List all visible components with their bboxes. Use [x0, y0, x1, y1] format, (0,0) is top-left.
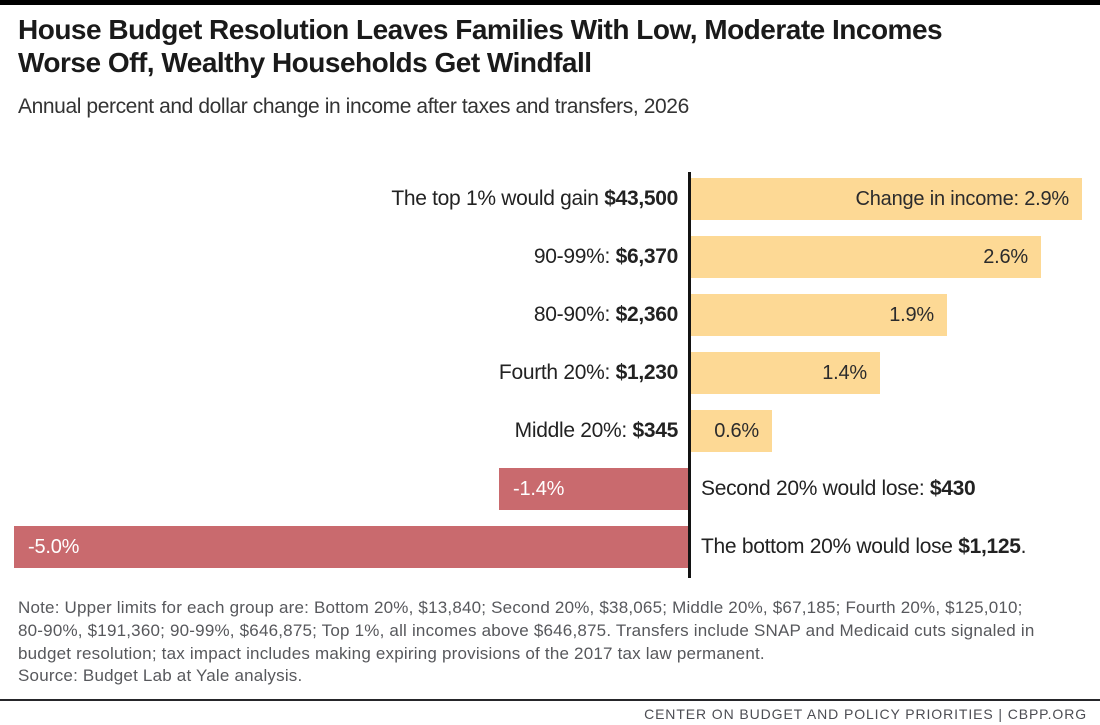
category-label-suffix: . — [1020, 535, 1027, 558]
note-text: Note: Upper limits for each group are: B… — [18, 596, 1093, 665]
note-text-line-3: budget resolution; tax impact includes m… — [18, 644, 765, 663]
chart-row-80-90pct: 1.9% 80-90%: $2,360 — [0, 294, 1100, 336]
category-label-text: The top 1% would gain — [391, 187, 605, 210]
chart-row-bottom-20pct: -5.0% The bottom 20% would lose $1,125. — [0, 526, 1100, 568]
bar-value-label-top-1pct: Change in income: 2.9% — [855, 188, 1069, 210]
chart-title-line-2: Worse Off, Wealthy Households Get Windfa… — [18, 47, 592, 78]
category-label-text: Second 20% would lose: — [701, 477, 930, 500]
note-text-line-2: 80-90%, $191,360; 90-99%, $646,875; Top … — [18, 621, 1035, 640]
bar-value-label-middle-20pct: 0.6% — [714, 420, 759, 442]
category-label-text: 90-99%: — [533, 245, 616, 268]
category-dollar-amount: $1,125 — [958, 535, 1021, 558]
bar-value-label-fourth-20pct: 1.4% — [822, 362, 867, 384]
category-label-80-90pct: 80-90%: $2,360 — [0, 294, 678, 336]
category-label-top-1pct: The top 1% would gain $43,500 — [0, 178, 678, 220]
bar-80-90pct: 1.9% — [691, 294, 947, 336]
chart-subtitle: Annual percent and dollar change in inco… — [18, 95, 689, 118]
bar-fourth-20pct: 1.4% — [691, 352, 880, 394]
category-label-text: Fourth 20%: — [498, 361, 616, 384]
source-text: Source: Budget Lab at Yale analysis. — [18, 666, 303, 685]
top-accent-bar — [0, 0, 1100, 5]
bar-middle-20pct: 0.6% — [691, 410, 772, 452]
category-label-bottom-20pct: The bottom 20% would lose $1,125. — [701, 526, 1096, 568]
bar-value-label-90-99pct: 2.6% — [983, 246, 1028, 268]
note-text-line-1: Note: Upper limits for each group are: B… — [18, 598, 1023, 617]
category-dollar-amount: $1,230 — [615, 361, 679, 384]
chart-row-second-20pct: -1.4% Second 20% would lose: $430 — [0, 468, 1100, 510]
category-label-90-99pct: 90-99%: $6,370 — [0, 236, 678, 278]
bar-value-label-second-20pct: -1.4% — [513, 478, 565, 500]
bar-value-label-80-90pct: 1.9% — [889, 304, 934, 326]
zero-axis-line — [688, 172, 691, 578]
chart-row-90-99pct: 2.6% 90-99%: $6,370 — [0, 236, 1100, 278]
category-dollar-amount: $430 — [929, 477, 976, 500]
chart-title-line-1: House Budget Resolution Leaves Families … — [18, 14, 943, 45]
chart-row-middle-20pct: 0.6% Middle 20%: $345 — [0, 410, 1100, 452]
footer-branding: CENTER ON BUDGET AND POLICY PRIORITIES |… — [644, 706, 1087, 722]
category-label-fourth-20pct: Fourth 20%: $1,230 — [0, 352, 678, 394]
category-label-second-20pct: Second 20% would lose: $430 — [701, 468, 1096, 510]
chart-row-fourth-20pct: 1.4% Fourth 20%: $1,230 — [0, 352, 1100, 394]
bar-second-20pct: -1.4% — [499, 468, 688, 510]
category-label-text: The bottom 20% would lose — [701, 535, 959, 558]
category-dollar-amount: $6,370 — [615, 245, 679, 268]
category-dollar-amount: $345 — [632, 419, 678, 442]
category-dollar-amount: $2,360 — [615, 303, 679, 326]
chart-row-top-1pct: Change in income: 2.9% The top 1% would g… — [0, 178, 1100, 220]
bar-90-99pct: 2.6% — [691, 236, 1041, 278]
chart-title: House Budget Resolution Leaves Families … — [18, 13, 1093, 79]
category-label-middle-20pct: Middle 20%: $345 — [0, 410, 679, 452]
bar-value-label-bottom-20pct: -5.0% — [28, 536, 80, 558]
category-dollar-amount: $43,500 — [604, 187, 678, 210]
bar-bottom-20pct: -5.0% — [14, 526, 688, 568]
category-label-text: Middle 20%: — [514, 419, 633, 442]
bar-chart: Change in income: 2.9% The top 1% would g… — [0, 172, 1100, 578]
footer-divider — [0, 699, 1100, 701]
category-label-text: 80-90%: — [533, 303, 616, 326]
bar-top-1pct: Change in income: 2.9% — [691, 178, 1082, 220]
